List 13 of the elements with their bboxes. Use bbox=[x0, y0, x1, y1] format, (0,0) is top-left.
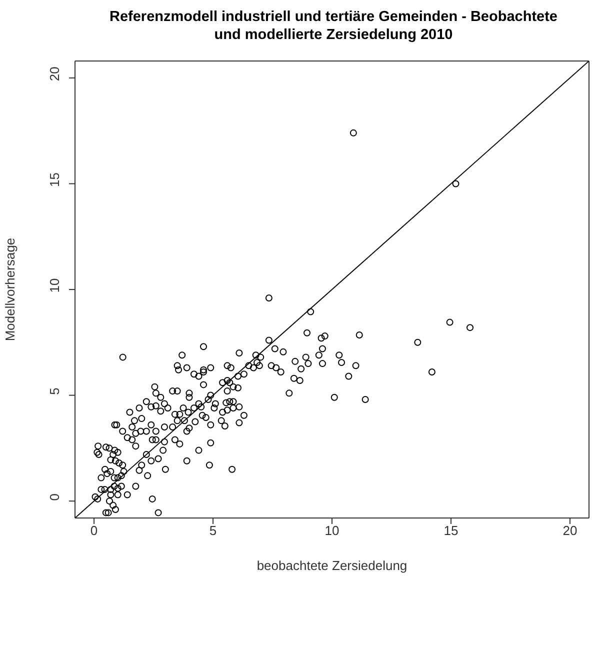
y-axis-title: Modellvorhersage bbox=[2, 238, 18, 342]
x-tick-label: 0 bbox=[90, 523, 98, 538]
x-axis-title: beobachtete Zersiedelung bbox=[256, 558, 408, 573]
x-tick-label: 10 bbox=[324, 523, 340, 538]
y-tick-label: 0 bbox=[47, 493, 62, 501]
y-tick-label: 5 bbox=[47, 388, 62, 395]
chart-title: Referenzmodell industriell und tertiäre Gemeinden - Beobachtete und modellierte Zersiedelung 2010 bbox=[108, 8, 558, 44]
x-tick-label: 15 bbox=[444, 523, 458, 538]
y-tick-label: 20 bbox=[47, 66, 62, 82]
y-tick-label: 10 bbox=[47, 278, 62, 293]
x-tick-label: 5 bbox=[209, 523, 217, 538]
x-tick-label: 20 bbox=[562, 523, 578, 538]
y-tick-label: 15 bbox=[47, 172, 62, 187]
